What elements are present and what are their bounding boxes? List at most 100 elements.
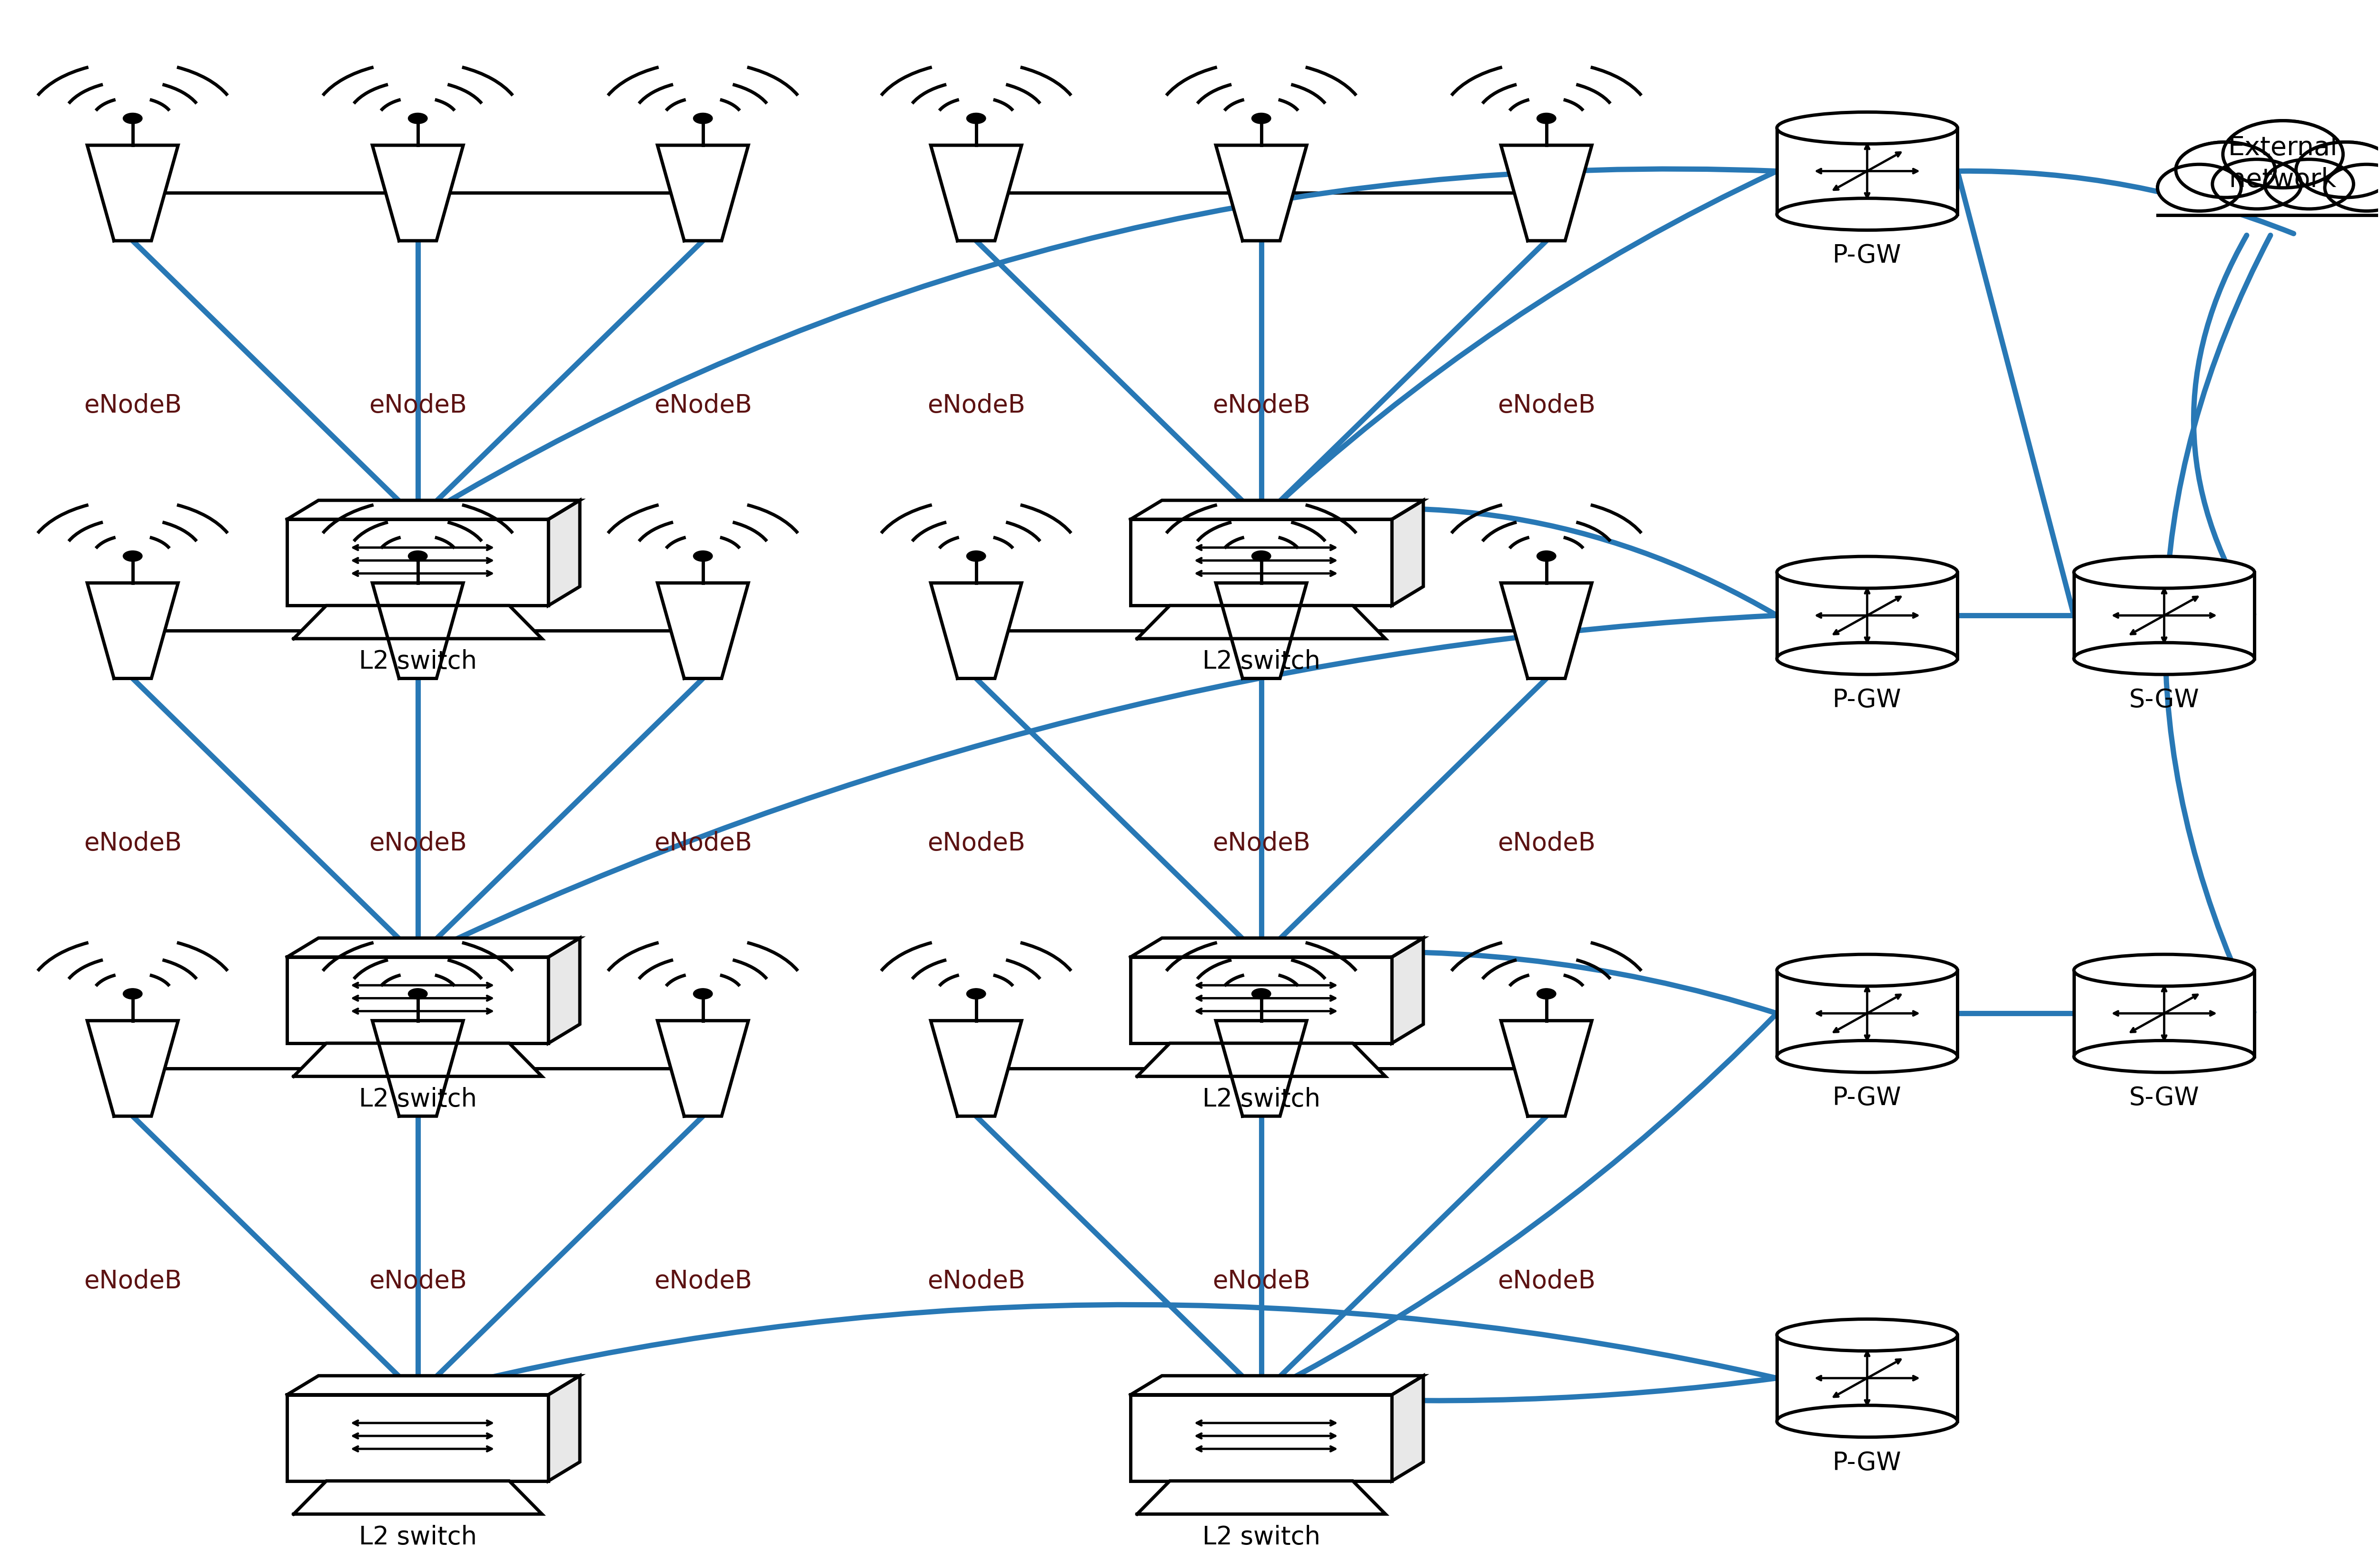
Polygon shape (931, 584, 1021, 678)
FancyBboxPatch shape (1130, 520, 1392, 605)
Text: eNodeB: eNodeB (928, 393, 1026, 417)
Circle shape (2325, 165, 2380, 211)
Polygon shape (1130, 937, 1423, 958)
Polygon shape (1502, 1021, 1592, 1116)
Text: eNodeB: eNodeB (369, 1268, 466, 1293)
Ellipse shape (124, 551, 143, 562)
Polygon shape (1138, 605, 1385, 639)
Text: P-GW: P-GW (1833, 688, 1902, 712)
Circle shape (2225, 121, 2342, 186)
Ellipse shape (1252, 113, 1271, 124)
Text: eNodeB: eNodeB (1497, 830, 1595, 855)
Text: eNodeB: eNodeB (1211, 830, 1311, 855)
Polygon shape (1216, 584, 1307, 678)
Polygon shape (657, 584, 747, 678)
Polygon shape (931, 146, 1021, 241)
FancyBboxPatch shape (2073, 573, 2254, 658)
Text: eNodeB: eNodeB (928, 1268, 1026, 1293)
Circle shape (2178, 143, 2273, 197)
Ellipse shape (1537, 989, 1557, 999)
Ellipse shape (2073, 643, 2254, 675)
Ellipse shape (2073, 557, 2254, 588)
FancyBboxPatch shape (288, 520, 547, 605)
Text: eNodeB: eNodeB (83, 1268, 181, 1293)
Circle shape (2159, 165, 2242, 211)
FancyBboxPatch shape (288, 1395, 547, 1481)
Circle shape (2297, 143, 2380, 197)
Ellipse shape (1778, 557, 1956, 588)
FancyBboxPatch shape (1778, 127, 1956, 214)
Polygon shape (1130, 1375, 1423, 1395)
Circle shape (2266, 160, 2354, 210)
Circle shape (2159, 165, 2240, 211)
Ellipse shape (1778, 1040, 1956, 1072)
FancyBboxPatch shape (2073, 970, 2254, 1057)
Text: L2 switch: L2 switch (1202, 649, 1321, 674)
Text: eNodeB: eNodeB (369, 393, 466, 417)
Polygon shape (88, 584, 178, 678)
Polygon shape (657, 1021, 747, 1116)
Ellipse shape (1778, 112, 1956, 144)
Ellipse shape (966, 551, 985, 562)
Circle shape (2325, 165, 2380, 211)
Text: eNodeB: eNodeB (369, 830, 466, 855)
Circle shape (2213, 160, 2299, 208)
Ellipse shape (407, 989, 428, 999)
Ellipse shape (693, 989, 712, 999)
Ellipse shape (124, 113, 143, 124)
Polygon shape (288, 1375, 581, 1395)
Polygon shape (1130, 500, 1423, 520)
Circle shape (2213, 160, 2301, 210)
Ellipse shape (2073, 1040, 2254, 1072)
Ellipse shape (1778, 643, 1956, 675)
Ellipse shape (1252, 551, 1271, 562)
Ellipse shape (966, 113, 985, 124)
Polygon shape (1392, 937, 1423, 1043)
Polygon shape (1216, 146, 1307, 241)
FancyBboxPatch shape (1130, 958, 1392, 1043)
Polygon shape (371, 1021, 464, 1116)
Text: L2 switch: L2 switch (359, 1086, 476, 1111)
Text: eNodeB: eNodeB (83, 393, 181, 417)
Polygon shape (371, 146, 464, 241)
Polygon shape (1216, 1021, 1307, 1116)
Ellipse shape (1778, 1319, 1956, 1350)
Polygon shape (293, 1481, 543, 1515)
Text: eNodeB: eNodeB (83, 830, 181, 855)
FancyBboxPatch shape (288, 958, 547, 1043)
Text: P-GW: P-GW (1833, 244, 1902, 268)
FancyBboxPatch shape (2159, 196, 2380, 216)
Ellipse shape (407, 113, 428, 124)
Ellipse shape (1537, 551, 1557, 562)
Polygon shape (88, 146, 178, 241)
Text: S-GW: S-GW (2130, 1086, 2199, 1110)
Text: L2 switch: L2 switch (359, 1524, 476, 1549)
Circle shape (2223, 121, 2342, 188)
Circle shape (2266, 160, 2351, 208)
Ellipse shape (1778, 1405, 1956, 1437)
Polygon shape (547, 1375, 581, 1481)
Ellipse shape (124, 989, 143, 999)
Ellipse shape (1778, 199, 1956, 230)
Polygon shape (1392, 1375, 1423, 1481)
Ellipse shape (2073, 954, 2254, 986)
Text: S-GW: S-GW (2130, 688, 2199, 712)
Text: eNodeB: eNodeB (1211, 393, 1311, 417)
Text: L2 switch: L2 switch (1202, 1524, 1321, 1549)
Text: eNodeB: eNodeB (928, 830, 1026, 855)
Ellipse shape (966, 989, 985, 999)
Circle shape (2297, 143, 2380, 197)
Ellipse shape (693, 113, 712, 124)
Polygon shape (293, 1043, 543, 1077)
Text: L2 switch: L2 switch (359, 649, 476, 674)
Text: L2 switch: L2 switch (1202, 1086, 1321, 1111)
Ellipse shape (407, 551, 428, 562)
Ellipse shape (1537, 113, 1557, 124)
Polygon shape (293, 605, 543, 639)
Text: P-GW: P-GW (1833, 1451, 1902, 1474)
Polygon shape (1502, 584, 1592, 678)
FancyBboxPatch shape (1130, 1395, 1392, 1481)
Polygon shape (1138, 1043, 1385, 1077)
Polygon shape (371, 584, 464, 678)
Polygon shape (288, 500, 581, 520)
